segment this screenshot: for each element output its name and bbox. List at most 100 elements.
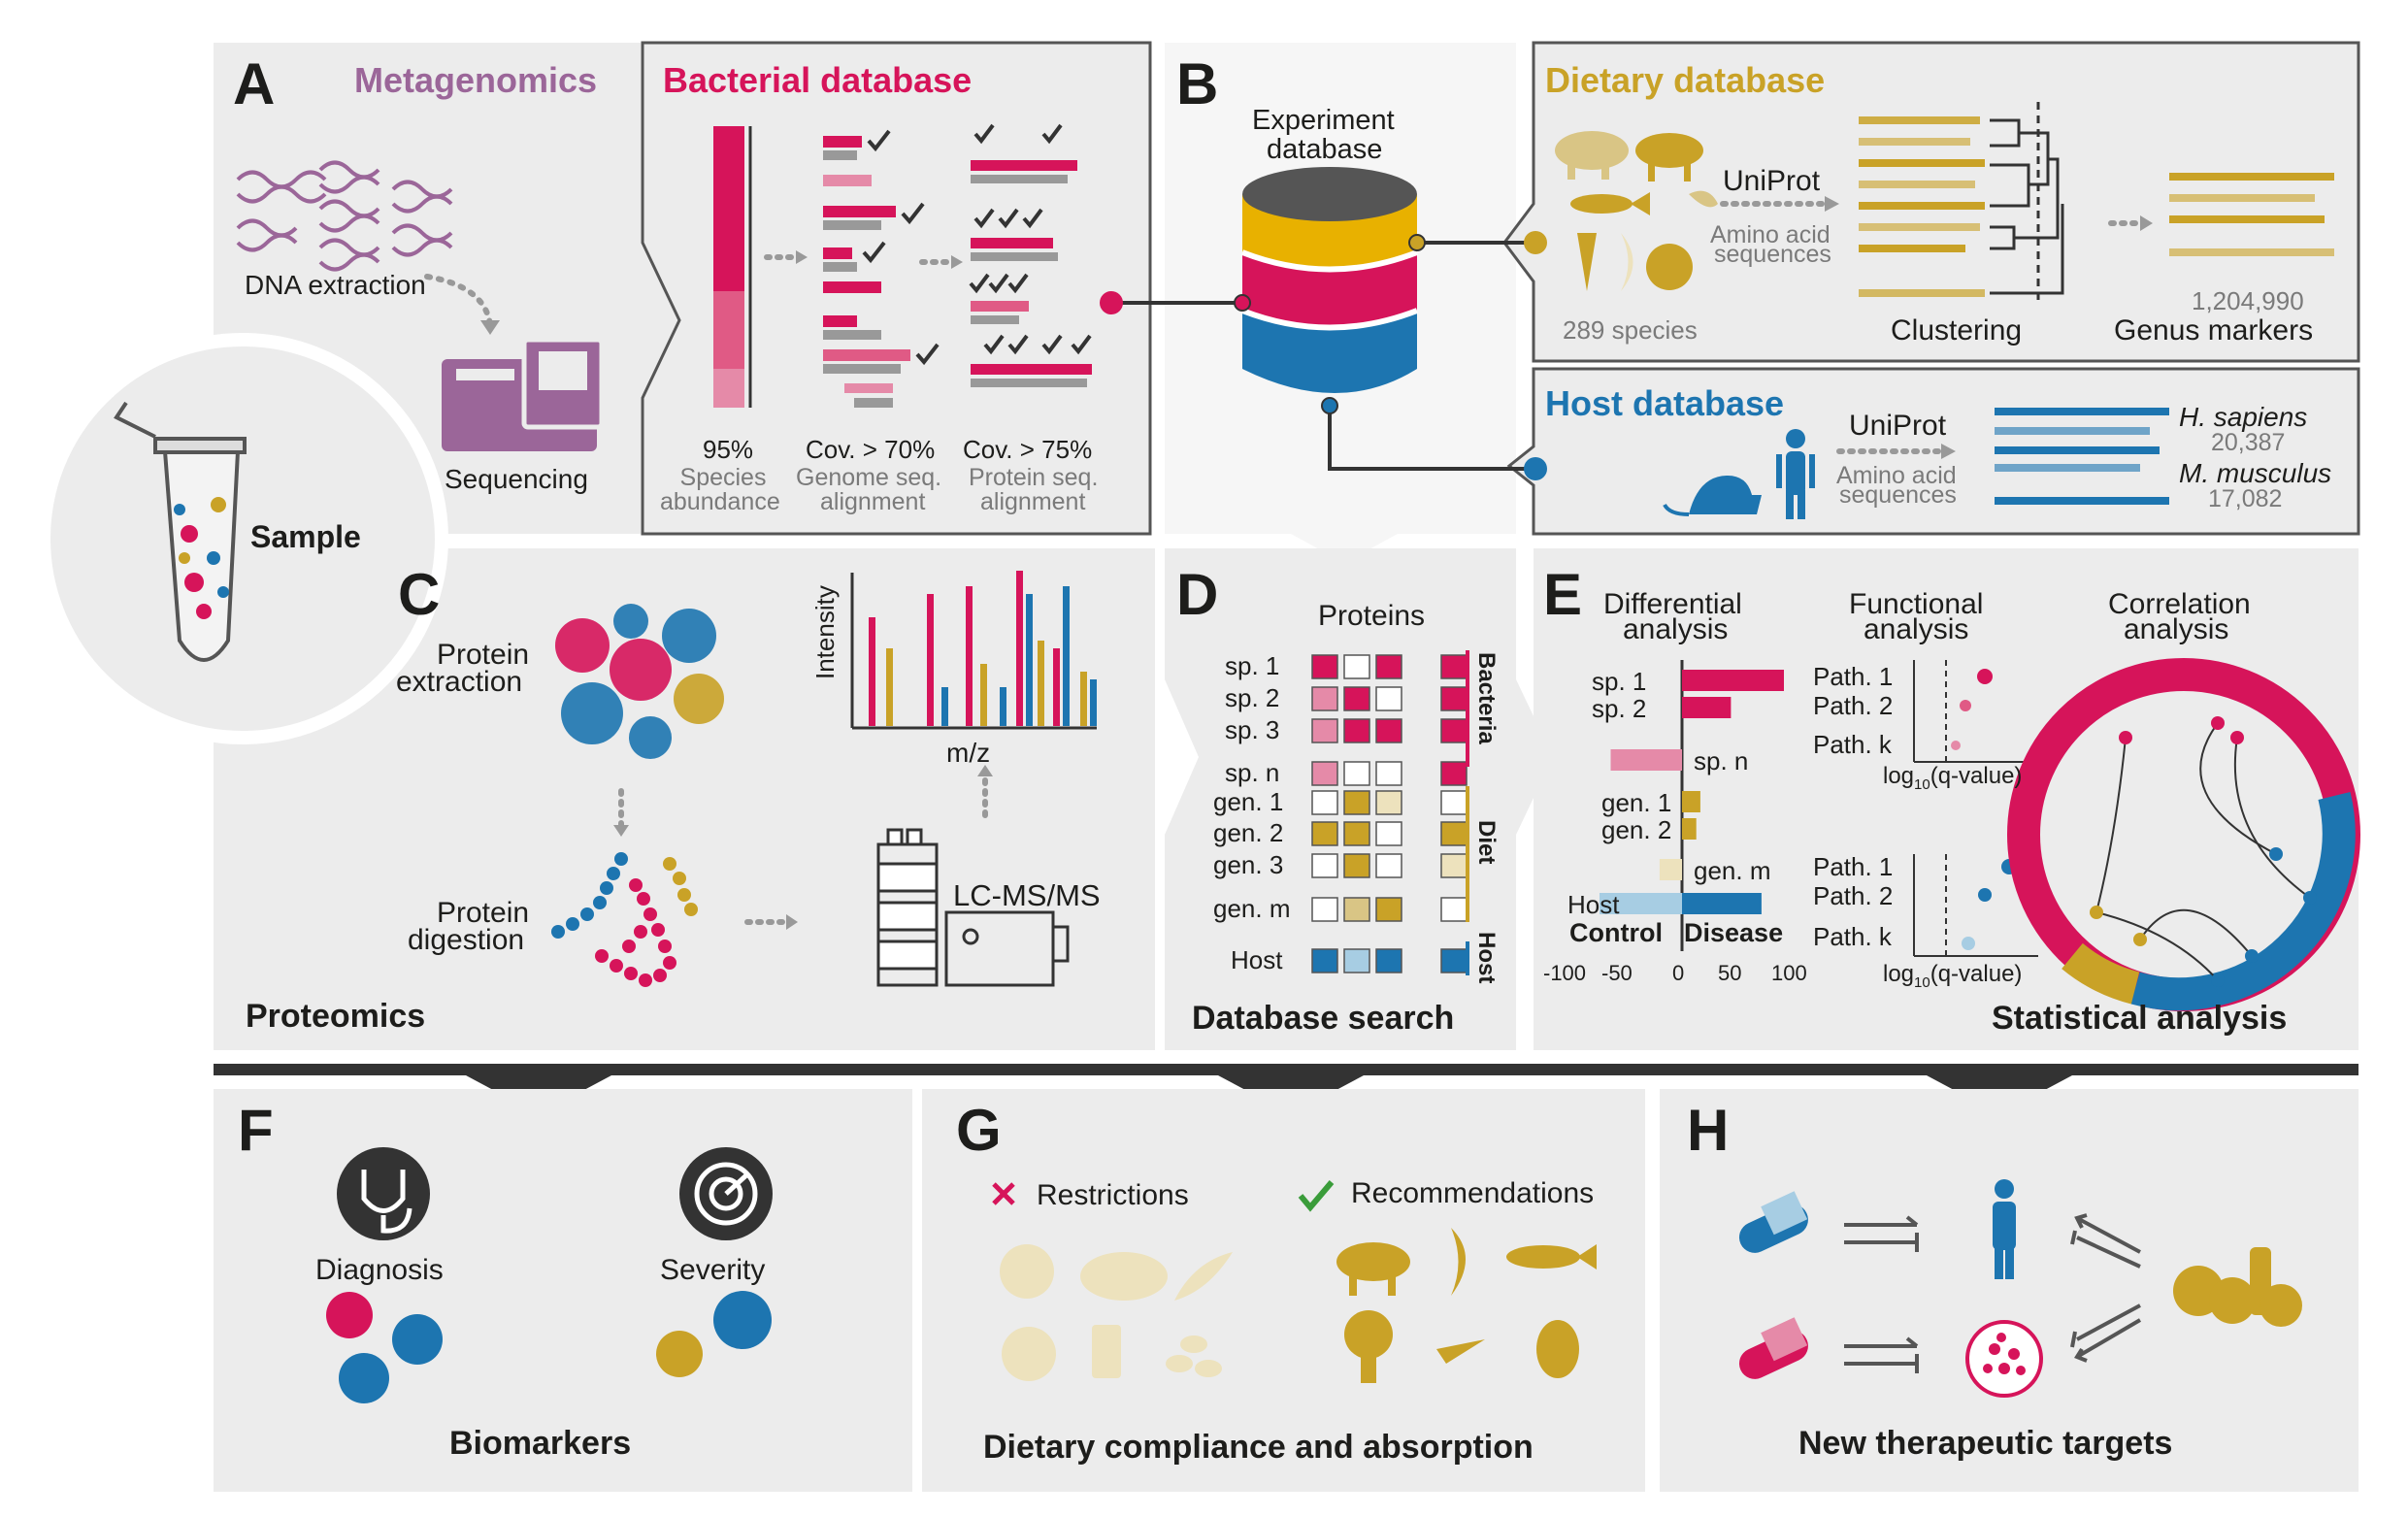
matrix-cell	[1343, 853, 1370, 878]
ms-peak	[1080, 672, 1087, 726]
ms-peak	[1090, 679, 1097, 726]
host-icons	[1663, 429, 1815, 519]
protein-digestion-label-1: Protein	[437, 897, 530, 929]
matrix-cell	[1440, 686, 1468, 711]
host-aa-label-1: Amino acid	[1836, 462, 1957, 489]
differential-tick-label: -100	[1543, 961, 1587, 985]
pathway-label-bottom: Path. 1	[1813, 852, 1894, 881]
differential-row-label: sp. n	[1694, 746, 1749, 775]
experiment-database-label-2: database	[1267, 134, 1383, 165]
bacterial-abundance-bar	[713, 126, 752, 408]
dietary-uniprot-label: UniProt	[1723, 165, 1821, 197]
differential-bar	[1682, 893, 1762, 914]
biomarkers-title: Biomarkers	[449, 1425, 632, 1462]
protein-alignment-bars	[971, 160, 1092, 387]
gauge-icon	[679, 1147, 773, 1240]
sample-circle	[37, 333, 448, 744]
m-musculus-label: M. musculus	[2179, 458, 2332, 488]
matrix-row-label-diet: gen. 2	[1213, 818, 1284, 847]
species-abundance-label-1: Species	[679, 464, 767, 491]
matrix-cell	[1311, 897, 1338, 922]
functional-xlabel-top: log10(q-value)	[1883, 763, 2022, 793]
species-abundance-label-2: abundance	[660, 488, 780, 515]
xlabel-suffix: (q-value)	[1930, 961, 2023, 987]
side-label-diet: Diet	[1473, 820, 1500, 865]
recommended-food-icons	[1336, 1228, 1597, 1383]
restrictions-cross-icon	[992, 1182, 1015, 1205]
experiment-database-label-1: Experiment	[1252, 105, 1395, 136]
protein-alignment-value: Cov. > 75%	[963, 435, 1093, 464]
ms-peak	[1026, 594, 1033, 726]
xlabel-log: log	[1883, 961, 1915, 987]
pathway-label-top: Path. 1	[1813, 662, 1894, 691]
matrix-cell	[1311, 821, 1338, 846]
ms-peak	[966, 586, 973, 726]
dna-to-sequencing-arrow	[424, 274, 493, 328]
matrix-cell	[1440, 654, 1468, 679]
ms-spectrum-chart	[850, 571, 1097, 730]
matrix-cell	[1375, 897, 1402, 922]
matrix-cell	[1375, 790, 1402, 815]
protein-matrix	[1311, 650, 1469, 975]
lcms-label: LC-MS/MS	[953, 878, 1101, 912]
pathway-label-bottom: Path. k	[1813, 922, 1892, 951]
panel-letter-d: D	[1176, 562, 1219, 627]
matrix-cell	[1375, 853, 1402, 878]
panel-letter-h: H	[1687, 1098, 1730, 1163]
correlation-circle	[2007, 658, 2360, 1011]
differential-bar-chart	[1600, 660, 1784, 951]
dietary-database-title: Dietary database	[1545, 60, 1826, 100]
matrix-cell	[1311, 948, 1338, 973]
matrix-cell	[1311, 761, 1338, 786]
functional-label-2: analysis	[1864, 613, 1969, 645]
matrix-cell	[1311, 853, 1338, 878]
host-aa-label-2: sequences	[1839, 481, 1957, 509]
lcms-instrument-icon	[876, 828, 1070, 987]
matrix-cell	[1440, 821, 1468, 846]
differential-tick-label: 100	[1771, 961, 1807, 985]
protein-digestion-label-2: digestion	[408, 924, 525, 956]
differential-row-label: gen. 2	[1601, 815, 1672, 844]
panel-letter-g: G	[956, 1098, 1002, 1163]
experiment-database-icon	[1240, 167, 1419, 393]
matrix-cell	[1343, 897, 1370, 922]
matrix-cell	[1375, 821, 1402, 846]
clustering-tree	[1990, 102, 2064, 301]
food-basket-icon	[2173, 1247, 2302, 1327]
proteins-label: Proteins	[1318, 600, 1426, 632]
ms-peak	[1000, 687, 1006, 726]
ms-peak	[1038, 641, 1044, 726]
sequencer-icon	[442, 337, 605, 451]
host-database-title: Host database	[1545, 383, 1785, 423]
differential-tick-label: 50	[1718, 961, 1742, 985]
metagenomics-title: Metagenomics	[354, 60, 598, 100]
genome-alignment-label-1: Genome seq.	[796, 464, 942, 491]
genome-alignment-value: Cov. > 70%	[806, 435, 936, 464]
matrix-row-label-bacteria: sp. 1	[1225, 651, 1280, 680]
ms-peak	[1016, 571, 1023, 726]
sequencing-label: Sequencing	[445, 464, 588, 494]
panel-letter-c: C	[398, 562, 441, 627]
matrix-cell	[1375, 686, 1402, 711]
matrix-row-label-host: Host	[1231, 945, 1283, 974]
panel-letter-a: A	[233, 51, 276, 116]
protein-extraction-label-1: Protein	[437, 639, 530, 671]
matrix-cell	[1343, 948, 1370, 973]
ms-peak	[941, 687, 948, 726]
differential-bar	[1659, 859, 1682, 880]
genus-markers-rows	[2169, 173, 2334, 256]
side-label-host: Host	[1473, 932, 1500, 984]
differential-row-label: sp. 2	[1592, 694, 1647, 723]
differential-row-label: gen. m	[1694, 856, 1771, 885]
matrix-cell	[1375, 654, 1402, 679]
sample-pointer	[379, 446, 427, 490]
database-search-title: Database search	[1192, 1000, 1455, 1037]
biomarker-protein-icons	[326, 1291, 772, 1403]
human-icon	[1993, 1179, 2016, 1279]
pathway-label-top: Path. k	[1813, 730, 1892, 759]
matrix-row-label-bacteria: sp. n	[1225, 758, 1280, 787]
genome-alignment-label-2: alignment	[820, 488, 926, 515]
panel-letter-e: E	[1543, 562, 1583, 627]
dietary-aa-label-1: Amino acid	[1710, 221, 1831, 248]
xlabel-suffix: (q-value)	[1930, 763, 2023, 789]
